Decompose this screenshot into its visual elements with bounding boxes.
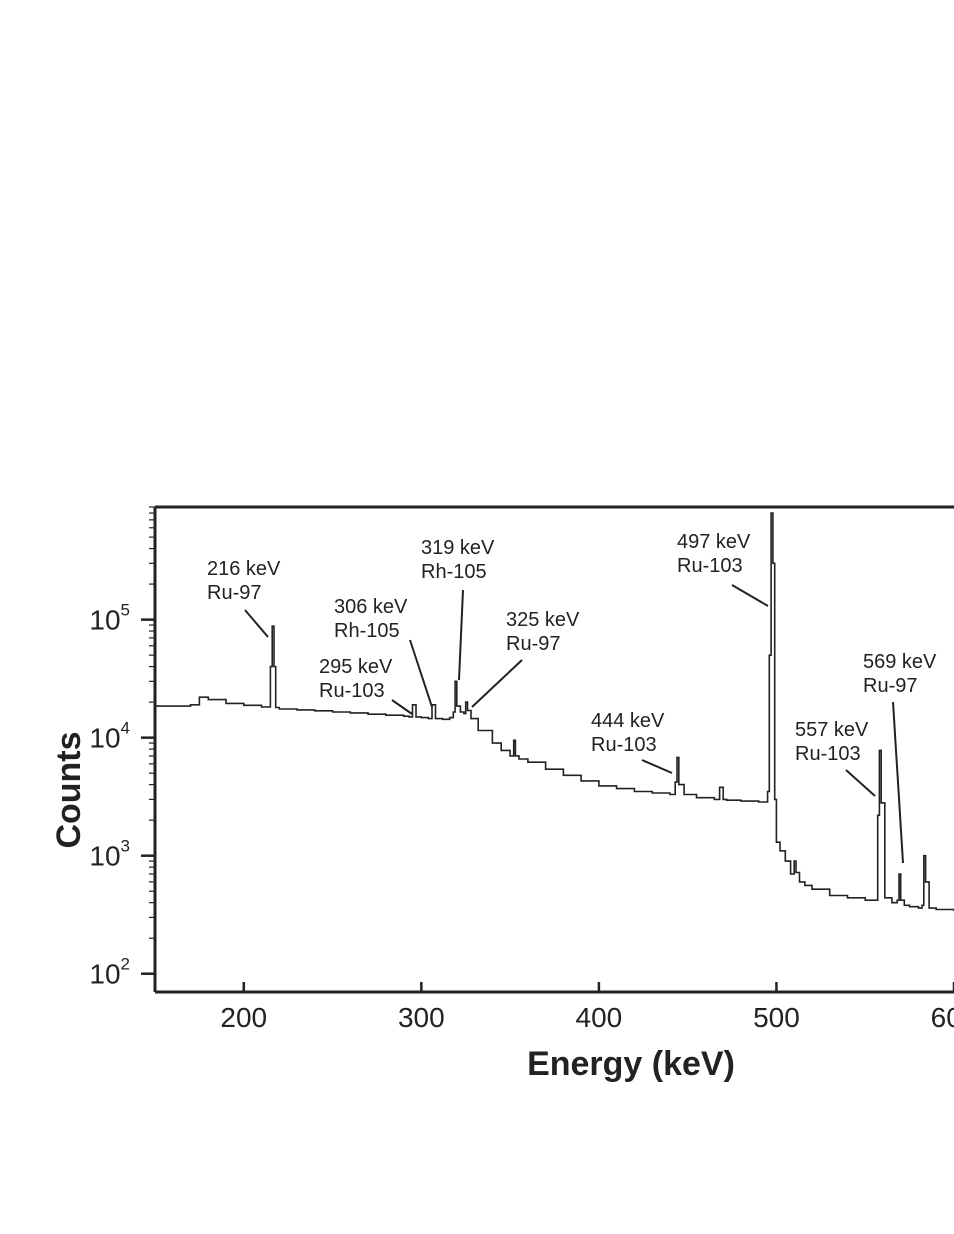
peak-energy-label: 325 keV: [506, 609, 580, 631]
peak-isotope-label: Ru-97: [506, 633, 560, 655]
x-tick-label-3: 500: [753, 1002, 800, 1033]
y-axis-title: Counts: [50, 731, 88, 848]
peak-isotope-label: Rh-105: [334, 620, 400, 642]
peak-isotope-label: Ru-97: [207, 582, 261, 604]
peak-leader-line: [458, 589, 464, 681]
peak-isotope-label: Ru-103: [795, 743, 861, 765]
peak-leader-line: [845, 769, 876, 797]
peak-energy-label: 319 keV: [421, 537, 495, 559]
peak-leader-line: [409, 639, 433, 708]
y-tick-label-0: 102: [89, 955, 130, 990]
peak-leader-line: [391, 699, 413, 715]
peak-energy-label: 295 keV: [319, 656, 393, 678]
y-axis: 102 103 104 105: [89, 506, 155, 990]
peak-leader-line: [641, 759, 673, 774]
y-tick-label-3: 105: [89, 601, 130, 636]
peak-leader-line: [731, 584, 769, 607]
peak-isotope-label: Ru-103: [319, 680, 385, 702]
peak-isotope-label: Ru-103: [591, 734, 657, 756]
peak-leader-line: [471, 659, 523, 708]
spectrum-series-0: [155, 512, 954, 911]
x-axis: 200 300 400 500 600: [220, 982, 954, 1033]
peak-energy-label: 444 keV: [591, 710, 665, 732]
peak-energy-label: 497 keV: [677, 531, 751, 553]
x-tick-label-2: 400: [576, 1002, 623, 1033]
peak-isotope-label: Rh-105: [421, 561, 487, 583]
y-tick-label-1: 103: [89, 837, 130, 872]
x-tick-label-4: 600: [931, 1002, 954, 1033]
x-axis-title: Energy (keV): [527, 1045, 735, 1083]
peak-leader-line: [244, 609, 269, 638]
x-tick-label-1: 300: [398, 1002, 445, 1033]
peak-energy-label: 306 keV: [334, 596, 408, 618]
peak-energy-label: 557 keV: [795, 719, 869, 741]
peak-isotope-label: Ru-97: [863, 675, 917, 697]
peak-isotope-label: Ru-103: [677, 555, 743, 577]
x-tick-label-0: 200: [220, 1002, 267, 1033]
y-tick-label-2: 104: [89, 719, 130, 754]
peak-energy-label: 216 keV: [207, 558, 281, 580]
peak-leader-line: [892, 701, 904, 864]
series-layer: [155, 512, 954, 911]
peak-energy-label: 569 keV: [863, 651, 937, 673]
